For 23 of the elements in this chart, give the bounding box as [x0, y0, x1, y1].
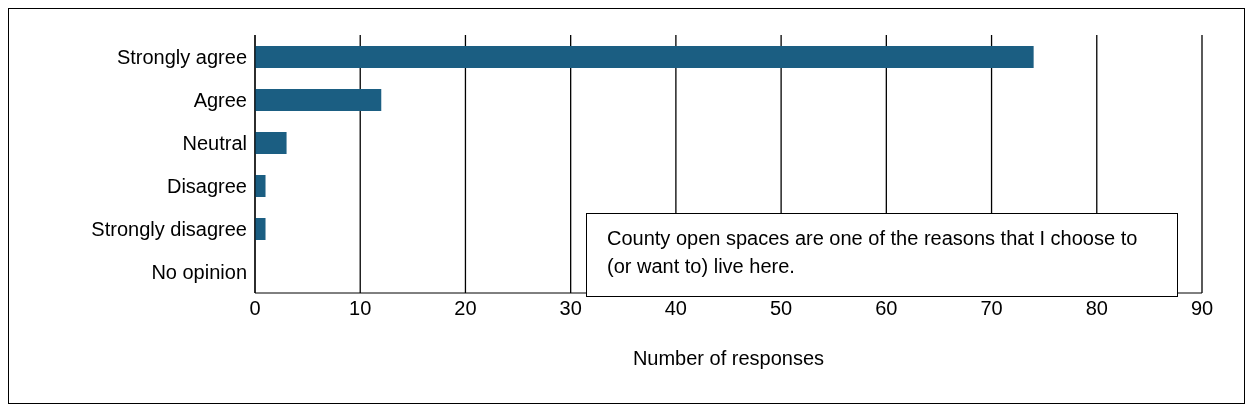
bar: [255, 89, 382, 111]
x-tick-label: 50: [769, 297, 793, 320]
x-tick-label: 40: [664, 297, 688, 320]
bar: [255, 218, 266, 240]
y-tick-label: Strongly agree: [116, 45, 247, 68]
x-tick-label: 60: [875, 297, 898, 320]
bar: [255, 175, 266, 197]
annotation: County open spaces are one of the reasons that I choose to (or want to) live here.: [586, 213, 1178, 297]
x-tick-label: 20: [454, 297, 477, 320]
x-tick-label: 70: [980, 297, 1003, 320]
y-tick-label: No opinion: [151, 260, 247, 283]
x-tick-label: 30: [559, 297, 582, 320]
x-tick-label: 90: [1190, 297, 1214, 320]
x-tick-label: 80: [1085, 297, 1108, 320]
x-tick-label: 0: [249, 297, 261, 320]
y-tick-label: Disagree: [166, 174, 247, 197]
bar: [255, 46, 1034, 68]
y-tick-label: Strongly disagree: [91, 217, 247, 240]
y-tick-label: Neutral: [182, 131, 247, 154]
x-axis-title: Number of responses: [632, 347, 825, 369]
x-tick-label: 10: [349, 297, 372, 320]
bar: [255, 132, 287, 154]
y-tick-label: Agree: [193, 88, 247, 111]
